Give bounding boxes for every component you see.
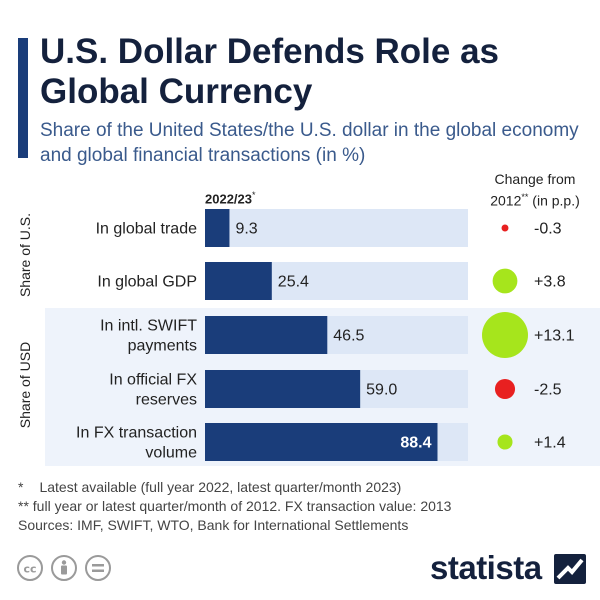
column-header-value-marker: * <box>252 190 256 200</box>
svg-text:cc: cc <box>23 563 36 576</box>
change-value-label: -2.5 <box>534 382 562 399</box>
column-header-value: 2022/23* <box>205 190 256 206</box>
statista-logo-icon <box>554 554 586 584</box>
column-header-change-marker: ** <box>521 192 529 202</box>
column-header-change-year: 2012 <box>490 192 522 209</box>
bar-value-label: 59.0 <box>366 382 397 399</box>
change-bubble <box>501 224 509 232</box>
creative-commons-icon[interactable]: cc <box>17 555 43 581</box>
bar-value-label: 9.3 <box>235 221 257 238</box>
change-value-label: +3.8 <box>534 274 566 291</box>
bar <box>205 262 272 300</box>
category-label: In global GDP <box>97 274 197 291</box>
category-label: In global trade <box>96 221 198 238</box>
change-value-label: +13.1 <box>534 328 575 345</box>
footnote-1: * Latest available (full year 2022, lates… <box>18 478 588 497</box>
column-header-change-unit: (in p.p.) <box>528 192 580 209</box>
bar <box>205 209 230 247</box>
category-label: payments <box>128 338 197 355</box>
change-value-label: +1.4 <box>534 435 566 452</box>
change-bubble <box>492 268 518 294</box>
bar <box>205 370 361 408</box>
category-label: In FX transaction <box>76 425 197 442</box>
footnote-2: ** full year or latest quarter/month of … <box>18 498 452 514</box>
footnote-1-marker: * <box>18 479 24 495</box>
change-value-label: -0.3 <box>534 221 562 238</box>
category-label: volume <box>145 445 197 462</box>
column-header-change-line2: 2012** (in p.p.) <box>470 188 600 210</box>
category-label: In official FX <box>109 372 197 389</box>
license-icons: cc <box>16 554 116 587</box>
column-header-value-label: 2022/23 <box>205 191 252 207</box>
sources: Sources: IMF, SWIFT, WTO, Bank for Inter… <box>18 517 409 533</box>
column-header-change-line1: Change from <box>494 171 576 187</box>
footnote-1-text: Latest available (full year 2022, latest… <box>39 479 402 495</box>
bar <box>205 423 438 461</box>
title-accent-bar <box>18 38 28 158</box>
no-derivatives-icon[interactable] <box>85 555 111 581</box>
category-label: reserves <box>136 392 197 409</box>
change-bubble <box>482 312 528 358</box>
change-bubble <box>494 378 516 400</box>
bar-value-label: 46.5 <box>333 328 364 345</box>
bar-value-label: 88.4 <box>400 435 431 452</box>
bar-value-label: 25.4 <box>278 274 309 291</box>
chart-title: U.S. Dollar Defends Role as Global Curre… <box>40 32 500 111</box>
attribution-icon[interactable] <box>51 555 77 581</box>
footnotes: * Latest available (full year 2022, lates… <box>18 478 588 535</box>
statista-wordmark: statista <box>430 549 542 586</box>
bar-track <box>205 209 468 247</box>
column-header-change: Change from 2012** (in p.p.) <box>470 170 600 210</box>
bar <box>205 316 328 354</box>
chart-subtitle: Share of the United States/the U.S. doll… <box>40 120 579 166</box>
change-bubble <box>497 434 513 450</box>
category-label: In intl. SWIFT <box>100 318 197 335</box>
